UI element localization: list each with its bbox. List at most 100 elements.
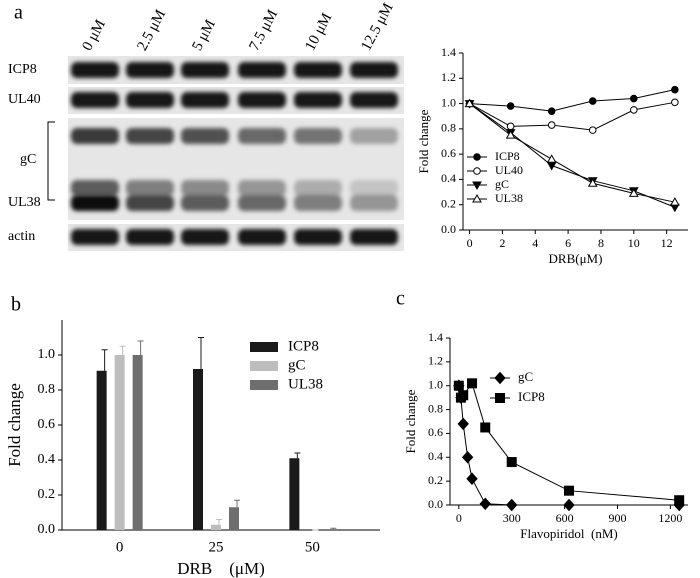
blot-band bbox=[350, 62, 398, 78]
blot-strip bbox=[68, 87, 404, 114]
legend-swatch bbox=[250, 361, 278, 371]
series-line bbox=[469, 89, 675, 112]
marker bbox=[564, 485, 574, 496]
marker bbox=[473, 153, 481, 161]
y-tick-label: 0.4 bbox=[441, 171, 456, 185]
marker bbox=[506, 457, 517, 468]
y-tick-label: 0.8 bbox=[428, 401, 443, 415]
marker bbox=[546, 154, 557, 163]
row-label: gC bbox=[20, 152, 36, 167]
bar bbox=[114, 355, 125, 530]
lane-label: 2.5 μM bbox=[134, 7, 169, 53]
blot-band bbox=[126, 229, 174, 245]
bar bbox=[193, 369, 203, 530]
panel-letter: c bbox=[396, 288, 405, 310]
blot-band bbox=[71, 180, 119, 196]
legend-label: UL40 bbox=[495, 163, 523, 177]
marker bbox=[547, 107, 556, 115]
y-tick-label: 0.0 bbox=[428, 497, 443, 511]
lane-label: 10 μM bbox=[302, 11, 335, 54]
blot-band bbox=[238, 180, 286, 196]
blot-band bbox=[71, 229, 119, 245]
error-bar bbox=[234, 499, 240, 508]
blot-band bbox=[294, 128, 342, 144]
blot-strip bbox=[68, 224, 404, 251]
series-line bbox=[469, 101, 675, 131]
bar bbox=[132, 355, 143, 530]
x-tick-label: 25 bbox=[209, 539, 224, 555]
blot-band bbox=[71, 128, 119, 144]
error-bar bbox=[216, 519, 222, 525]
blot-band bbox=[350, 128, 398, 144]
x-tick-label: 300 bbox=[503, 511, 521, 525]
marker bbox=[458, 390, 469, 401]
y-tick-label: 0.4 bbox=[428, 449, 443, 463]
marker bbox=[630, 106, 638, 114]
blot-band bbox=[126, 195, 174, 211]
blot-band bbox=[181, 62, 229, 78]
x-tick-label: 0 bbox=[456, 511, 462, 525]
marker bbox=[472, 193, 482, 203]
x-tick-label: 6 bbox=[565, 236, 571, 250]
blot-strip bbox=[68, 56, 404, 84]
x-tick-label: 50 bbox=[305, 539, 320, 555]
marker bbox=[587, 178, 598, 187]
marker bbox=[495, 393, 505, 403]
row-label: UL38 bbox=[8, 195, 41, 210]
blot-band bbox=[238, 62, 286, 78]
marker bbox=[506, 498, 518, 512]
bar bbox=[211, 524, 221, 530]
blot-strip bbox=[68, 118, 404, 178]
x-tick-label: 0 bbox=[467, 236, 473, 250]
x-tick-label: 900 bbox=[608, 511, 626, 525]
marker bbox=[628, 188, 639, 197]
y-tick-label: 1.4 bbox=[428, 330, 443, 344]
x-axis-label: DRB(μM) bbox=[549, 251, 603, 266]
legend-label: UL38 bbox=[288, 376, 323, 392]
y-tick-label: 0.8 bbox=[38, 382, 56, 397]
blot-band bbox=[71, 195, 119, 211]
legend-label: gC bbox=[288, 357, 306, 373]
blot-band bbox=[238, 128, 286, 144]
marker bbox=[453, 380, 464, 391]
marker bbox=[466, 472, 478, 486]
marker bbox=[494, 371, 506, 385]
blot-band bbox=[350, 180, 398, 196]
blot-band bbox=[126, 180, 174, 196]
marker bbox=[472, 181, 482, 191]
marker bbox=[464, 98, 475, 108]
error-bar bbox=[294, 452, 301, 459]
blot-band bbox=[294, 92, 342, 108]
blot-band bbox=[294, 62, 342, 78]
blot-band bbox=[181, 195, 229, 211]
marker bbox=[674, 495, 685, 506]
marker bbox=[473, 167, 481, 175]
y-tick-label: 1.0 bbox=[441, 95, 456, 109]
row-label: ICP8 bbox=[8, 62, 37, 77]
x-tick-label: 12 bbox=[661, 236, 673, 250]
y-tick-label: 0.0 bbox=[441, 222, 456, 236]
y-tick-label: 0.4 bbox=[38, 452, 56, 467]
error-bar bbox=[101, 349, 108, 371]
marker bbox=[588, 126, 597, 134]
blot-band bbox=[126, 128, 174, 144]
y-axis-label: Fold change bbox=[403, 389, 418, 453]
legend-label: ICP8 bbox=[495, 149, 520, 163]
series-line bbox=[469, 103, 675, 203]
row-label: actin bbox=[8, 229, 35, 244]
blot-band bbox=[238, 195, 286, 211]
blot-band bbox=[126, 92, 174, 108]
gc-bracket bbox=[47, 121, 55, 201]
y-axis-label: Fold change bbox=[5, 383, 24, 467]
lane-label: 12.5 μM bbox=[358, 1, 396, 54]
marker bbox=[669, 197, 680, 206]
legend-swatch bbox=[250, 380, 278, 390]
blot-band bbox=[181, 92, 229, 108]
marker bbox=[461, 451, 474, 464]
marker bbox=[546, 162, 557, 171]
x-tick-label: 4 bbox=[532, 236, 538, 250]
error-bar bbox=[198, 337, 204, 369]
marker bbox=[506, 102, 515, 110]
panel-letter: b bbox=[11, 294, 21, 316]
